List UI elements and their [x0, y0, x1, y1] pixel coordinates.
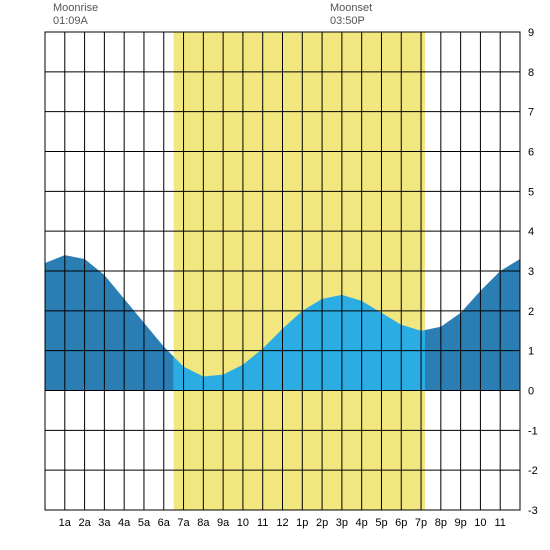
- moonset-time: 03:50P: [330, 15, 372, 28]
- svg-text:11: 11: [257, 517, 268, 529]
- svg-text:0: 0: [528, 386, 534, 398]
- svg-text:5p: 5p: [375, 517, 387, 529]
- svg-text:7a: 7a: [177, 517, 190, 529]
- svg-text:8a: 8a: [197, 517, 210, 529]
- svg-text:8p: 8p: [435, 517, 447, 529]
- moonrise-time: 01:09A: [53, 15, 98, 28]
- moonset-label: Moonset 03:50P: [330, 2, 372, 28]
- svg-text:1: 1: [528, 346, 534, 358]
- svg-text:-1: -1: [528, 425, 538, 437]
- svg-text:2a: 2a: [78, 517, 91, 529]
- svg-text:11: 11: [494, 517, 505, 529]
- svg-text:9p: 9p: [455, 517, 467, 529]
- svg-text:3: 3: [528, 266, 534, 278]
- svg-text:7p: 7p: [415, 517, 427, 529]
- svg-text:3p: 3p: [336, 517, 348, 529]
- svg-text:4: 4: [528, 226, 534, 238]
- chart-svg: -3-2-101234567891a2a3a4a5a6a7a8a9a101112…: [0, 0, 550, 550]
- svg-text:2p: 2p: [316, 517, 328, 529]
- svg-text:-3: -3: [528, 505, 538, 517]
- svg-text:6p: 6p: [395, 517, 407, 529]
- moonrise-title: Moonrise: [53, 2, 98, 15]
- svg-text:12: 12: [276, 517, 288, 529]
- svg-text:4p: 4p: [356, 517, 368, 529]
- svg-text:6: 6: [528, 147, 534, 159]
- svg-text:2: 2: [528, 306, 534, 318]
- svg-text:10: 10: [237, 517, 249, 529]
- svg-text:-2: -2: [528, 465, 538, 477]
- moonrise-label: Moonrise 01:09A: [53, 2, 98, 28]
- moonset-title: Moonset: [330, 2, 372, 15]
- svg-text:3a: 3a: [98, 517, 111, 529]
- svg-text:9a: 9a: [217, 517, 230, 529]
- svg-text:1a: 1a: [59, 517, 72, 529]
- svg-text:5: 5: [528, 186, 534, 198]
- svg-text:6a: 6a: [158, 517, 171, 529]
- svg-text:1p: 1p: [296, 517, 308, 529]
- tide-chart: Moonrise 01:09A Moonset 03:50P -3-2-1012…: [0, 0, 550, 550]
- svg-text:4a: 4a: [118, 517, 131, 529]
- svg-text:10: 10: [474, 517, 486, 529]
- svg-text:5a: 5a: [138, 517, 151, 529]
- svg-text:7: 7: [528, 107, 534, 119]
- svg-text:8: 8: [528, 67, 534, 79]
- svg-text:9: 9: [528, 27, 534, 39]
